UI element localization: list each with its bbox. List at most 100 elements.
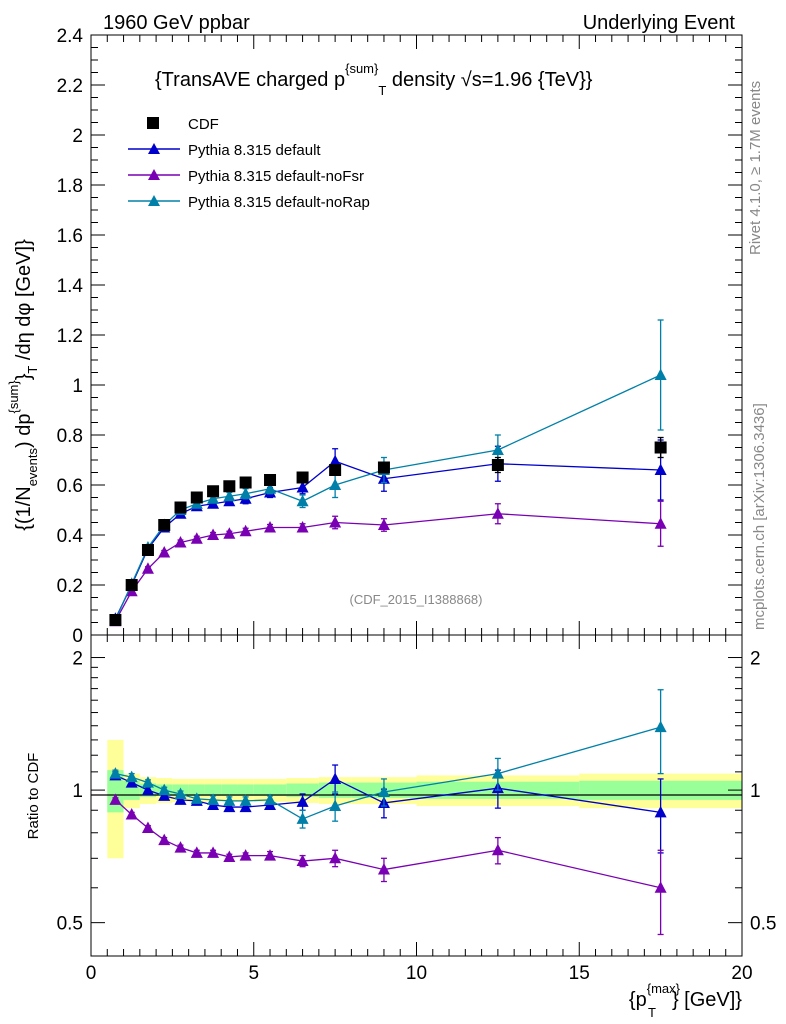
header-left: 1960 GeV ppbar — [103, 12, 250, 34]
data-point — [296, 812, 309, 824]
data-point — [190, 792, 203, 804]
data-point — [264, 793, 277, 805]
analysis-id: (CDF_2015_I1388868) — [350, 592, 483, 607]
data-point — [654, 805, 667, 818]
data-point — [174, 536, 187, 548]
data-point — [158, 783, 171, 796]
band-green — [221, 784, 238, 796]
legend-marker-cdf — [147, 117, 159, 129]
data-point — [109, 767, 122, 779]
data-point — [223, 489, 236, 502]
legend-marker-norap — [148, 195, 160, 206]
mcplots-info: mcplots.cern.ch [arXiv:1306.3436] — [751, 403, 768, 630]
ytick-label: 1.4 — [57, 276, 84, 297]
data-point — [190, 532, 203, 544]
data-point — [174, 793, 187, 805]
data-point — [654, 463, 667, 475]
ratio-series-layer — [109, 689, 667, 936]
data-point — [158, 519, 171, 531]
series-cdf — [109, 436, 667, 626]
data-point — [329, 799, 342, 812]
data-point — [264, 849, 277, 861]
data-point — [141, 562, 154, 574]
ratio-ytick-label: 1 — [72, 781, 83, 802]
data-point — [239, 794, 252, 806]
legend-label-nofsr: Pythia 8.315 default-noFsr — [188, 168, 364, 185]
data-point — [329, 464, 342, 476]
data-point — [239, 800, 252, 813]
data-point — [141, 776, 154, 788]
data-point — [654, 368, 667, 380]
legend-label-default: Pythia 8.315 default — [188, 142, 321, 159]
data-point — [329, 851, 342, 864]
ytick-label: 1.6 — [57, 226, 83, 247]
data-point — [377, 863, 390, 875]
data-point — [207, 846, 220, 858]
data-point — [239, 476, 252, 489]
ytick-label: 0.4 — [57, 526, 84, 547]
series-pythia-8-315-default-norap — [109, 689, 667, 829]
ratio-ytick-label: 2 — [72, 649, 83, 670]
data-point — [174, 787, 187, 799]
data-point — [491, 507, 504, 519]
series-pythia-8-315-default-nofsr — [109, 500, 667, 627]
bottom-ticks: 0 5 10 15 20 0.5 0.5 1 1 2 2 — [57, 635, 776, 984]
data-point — [296, 494, 309, 507]
data-point — [158, 789, 171, 801]
data-point — [491, 767, 504, 779]
data-point — [329, 478, 342, 490]
data-point — [377, 518, 390, 530]
data-point — [239, 849, 252, 861]
data-point — [239, 487, 252, 499]
data-point — [296, 481, 309, 493]
data-point — [377, 461, 390, 474]
data-point — [264, 474, 277, 486]
series-pythia-8-315-default-nofsr — [109, 793, 667, 936]
legend-label-norap: Pythia 8.315 default-noRap — [188, 194, 370, 211]
ytick-label: 1.8 — [57, 176, 83, 197]
data-point — [223, 794, 236, 806]
band-green — [188, 784, 205, 796]
legend-marker-default — [148, 143, 160, 154]
xtick-label: 20 — [731, 963, 752, 984]
data-point — [223, 527, 236, 539]
rivet-info: Rivet 4.1.0, ≥ 1.7M events — [747, 81, 764, 255]
data-point — [264, 521, 277, 533]
data-point — [141, 783, 154, 796]
ytick-label: 2.2 — [57, 76, 83, 97]
data-point — [329, 516, 342, 528]
x-axis-label: {p{max} T} [GeV]} — [629, 981, 742, 1020]
ytick-label: 2 — [72, 126, 83, 147]
ratio-ytick-label-right: 0.5 — [750, 914, 776, 935]
data-point — [654, 441, 667, 454]
data-point — [125, 770, 138, 783]
ytick-label: 0.2 — [57, 576, 83, 597]
data-point — [329, 772, 342, 784]
data-point — [109, 614, 122, 626]
data-point — [190, 846, 203, 858]
ytick-label: 0.6 — [57, 476, 83, 497]
ratio-ytick-label-right: 1 — [750, 781, 761, 802]
data-point — [491, 843, 504, 856]
data-point — [125, 579, 138, 591]
data-point — [207, 485, 220, 498]
ytick-label: 2.4 — [57, 26, 84, 47]
data-point — [491, 459, 504, 471]
data-point — [174, 501, 187, 514]
data-point — [296, 471, 309, 484]
header-right: Underlying Event — [583, 12, 736, 34]
data-point — [377, 785, 390, 798]
top-y-ticks: 0 0.2 0.4 0.6 0.8 1 1.2 1.4 1.6 1.8 2 2.2 2.4 — [57, 26, 743, 647]
data-point — [174, 841, 187, 853]
data-point — [141, 544, 154, 556]
series-line — [114, 799, 661, 889]
data-point — [654, 517, 667, 529]
data-point — [158, 833, 171, 846]
data-point — [207, 492, 220, 504]
main-plot-panel: 0 0.2 0.4 0.6 0.8 1 1.2 1.4 1.6 1.8 2 2.2 2.4 {Trans… — [6, 26, 743, 647]
ratio-plot-frame — [90, 634, 743, 957]
legend-marker-nofsr — [148, 169, 160, 180]
ratio-ytick-label: 0.5 — [57, 914, 83, 935]
data-point — [190, 491, 203, 504]
